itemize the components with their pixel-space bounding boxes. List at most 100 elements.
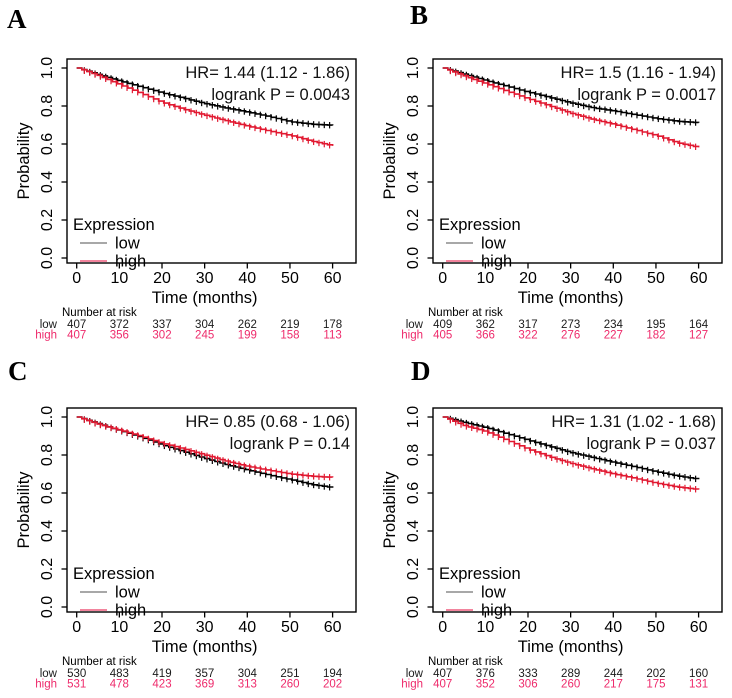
risk-value: 260 [561, 679, 580, 691]
censor-marks-high [449, 416, 697, 493]
risk-value: 423 [152, 679, 171, 691]
x-axis-title: Time (months) [152, 638, 258, 656]
risk-row-label-low: low [406, 319, 424, 331]
panel-label: D [411, 356, 431, 386]
risk-row-label-low: low [40, 319, 58, 331]
legend-item-label: high [115, 602, 146, 620]
y-tick-label: 0.0 [39, 247, 56, 269]
risk-row-label-high: high [35, 679, 57, 691]
x-tick-label: 0 [438, 619, 447, 636]
risk-value: 407 [67, 319, 86, 331]
risk-value: 337 [152, 319, 171, 331]
risk-value: 178 [323, 319, 342, 331]
y-tick-label: 1.0 [405, 57, 422, 79]
risk-value: 113 [323, 330, 341, 342]
y-tick-label: 0.8 [39, 444, 56, 466]
x-tick-label: 20 [519, 619, 537, 636]
x-axis-title: Time (months) [518, 289, 624, 307]
risk-value: 202 [323, 679, 342, 691]
x-tick-label: 30 [562, 270, 580, 287]
x-tick-label: 20 [153, 619, 171, 636]
risk-value: 260 [280, 679, 299, 691]
risk-value: 366 [476, 330, 495, 342]
risk-table-header: Number at risk [428, 656, 503, 668]
legend-item-label: high [481, 602, 512, 620]
x-tick-label: 60 [324, 270, 342, 287]
y-axis-title: Probability [381, 122, 399, 200]
risk-table-header: Number at risk [62, 307, 137, 319]
legend-item-label: high [115, 253, 146, 271]
risk-value: 531 [67, 679, 86, 691]
risk-row-label-high: high [401, 679, 423, 691]
legend-item-label: low [115, 584, 140, 602]
risk-value: 530 [67, 668, 86, 680]
risk-value: 127 [689, 330, 708, 342]
risk-value: 245 [195, 330, 214, 342]
risk-value: 356 [110, 330, 129, 342]
hr-annotation: HR= 1.5 (1.16 - 1.94) [561, 64, 716, 82]
risk-value: 478 [110, 679, 129, 691]
km-chart-B: B 0 10 20 30 40 50 60 0.0 0.2 0.4 0.6 0.8 1.0 Time (mo… [381, 0, 723, 342]
panel-label: A [7, 4, 27, 34]
y-tick-label: 0.0 [39, 596, 56, 618]
x-tick-label: 0 [72, 270, 81, 287]
risk-value: 164 [689, 319, 709, 331]
x-tick-label: 10 [110, 619, 128, 636]
km-chart-C: C 0 10 20 30 40 50 60 0.0 0.2 0.4 0.6 0.8 1.0 Time (mo… [8, 356, 357, 691]
risk-value: 407 [67, 330, 86, 342]
plot-box [432, 58, 723, 264]
plot-box [66, 407, 357, 613]
risk-value: 276 [561, 330, 580, 342]
x-tick-label: 40 [604, 619, 622, 636]
censor-marks-high [449, 67, 697, 151]
risk-value: 262 [238, 319, 257, 331]
y-tick-label: 0.2 [39, 209, 56, 231]
x-tick-label: 60 [690, 619, 708, 636]
legend-item-label: high [481, 253, 512, 271]
risk-value: 313 [238, 679, 257, 691]
risk-value: 322 [518, 330, 537, 342]
y-axis-title: Probability [15, 471, 33, 549]
x-tick-label: 30 [196, 270, 214, 287]
risk-value: 483 [110, 668, 129, 680]
panel-A: A 0 10 20 30 40 50 60 0.0 0.2 0.4 0.6 0.8 1.0 Time (mo… [0, 0, 366, 349]
y-tick-label: 0.4 [405, 171, 422, 193]
risk-value: 304 [238, 668, 258, 680]
risk-value: 199 [238, 330, 257, 342]
panel-C: C 0 10 20 30 40 50 60 0.0 0.2 0.4 0.6 0.8 1.0 Time (mo… [0, 349, 366, 698]
risk-value: 302 [152, 330, 171, 342]
x-tick-label: 60 [324, 619, 342, 636]
risk-value: 202 [646, 668, 665, 680]
risk-value: 376 [476, 668, 495, 680]
x-tick-label: 50 [281, 270, 299, 287]
risk-value: 175 [646, 679, 665, 691]
risk-value: 195 [646, 319, 665, 331]
panel-D: D 0 10 20 30 40 50 60 0.0 0.2 0.4 0.6 0.8 1.0 Time (mo… [366, 349, 732, 698]
y-tick-label: 1.0 [405, 406, 422, 428]
risk-table-header: Number at risk [62, 656, 137, 668]
x-tick-label: 40 [238, 270, 256, 287]
logrank-annotation: logrank P = 0.14 [230, 435, 350, 453]
y-tick-label: 0.6 [39, 133, 56, 155]
x-tick-label: 50 [281, 619, 299, 636]
x-tick-label: 10 [110, 270, 128, 287]
x-tick-label: 30 [562, 619, 580, 636]
risk-value: 419 [152, 668, 171, 680]
risk-value: 369 [195, 679, 214, 691]
y-tick-label: 0.8 [405, 444, 422, 466]
legend-item-label: low [481, 235, 506, 253]
y-tick-label: 0.6 [405, 133, 422, 155]
logrank-annotation: logrank P = 0.0017 [577, 86, 716, 104]
risk-value: 407 [433, 679, 452, 691]
km-chart-A: A 0 10 20 30 40 50 60 0.0 0.2 0.4 0.6 0.8 1.0 Time (mo… [7, 4, 357, 342]
y-axis-title: Probability [15, 122, 33, 200]
risk-value: 372 [110, 319, 129, 331]
y-tick-label: 0.4 [405, 520, 422, 542]
hr-annotation: HR= 1.31 (1.02 - 1.68) [551, 413, 716, 431]
panel-label: B [410, 0, 428, 30]
y-axis-title: Probability [381, 471, 399, 549]
risk-value: 131 [689, 679, 708, 691]
risk-value: 160 [689, 668, 708, 680]
risk-value: 409 [433, 319, 452, 331]
y-tick-label: 0.6 [405, 482, 422, 504]
